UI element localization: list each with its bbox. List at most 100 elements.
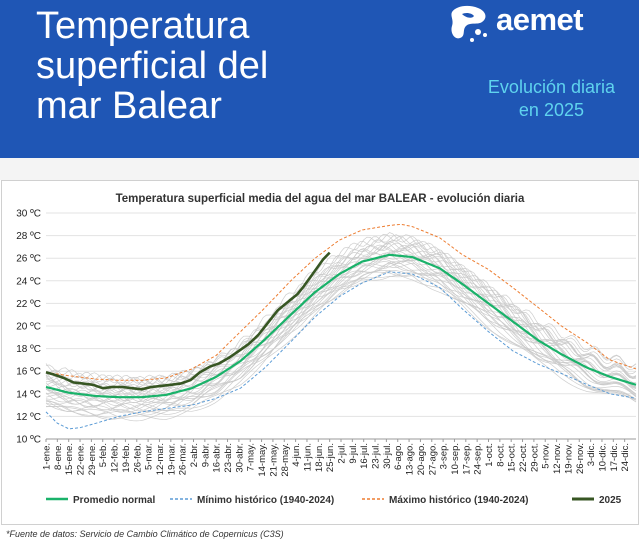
- historical-year-line: [45, 244, 636, 395]
- page-title: Temperatura superficial del mar Balear: [36, 6, 268, 126]
- x-tick-label: 23-jul.: [371, 443, 382, 469]
- x-tick-label: 22-oct.: [518, 443, 529, 472]
- x-tick-label: 16-jul.: [359, 443, 370, 469]
- historical-year-line: [45, 260, 637, 411]
- x-tick-label: 29-ene.: [87, 443, 98, 475]
- x-tick-label: 12-nov.: [552, 443, 563, 474]
- y-tick-label: 12 ºC: [16, 412, 41, 423]
- historical-year-line: [45, 239, 637, 391]
- historical-year-line: [45, 271, 637, 417]
- historical-year-line: [45, 232, 637, 385]
- y-tick-label: 18 ºC: [16, 344, 41, 355]
- title-line-3: mar Balear: [36, 85, 222, 127]
- y-tick-label: 30 ºC: [16, 209, 41, 220]
- historical-year-line: [45, 275, 637, 419]
- y-tick-label: 14 ºC: [16, 389, 41, 400]
- x-tick-label: 5-nov.: [541, 443, 552, 469]
- x-tick-label: 1-oct.: [484, 443, 495, 467]
- x-tick-label: 30-jul.: [382, 443, 393, 469]
- x-tick-label: 7-may.: [246, 443, 257, 471]
- x-tick-label: 19-feb.: [121, 443, 132, 473]
- y-tick-label: 10 ºC: [16, 435, 41, 446]
- x-tick-label: 1-ene.: [42, 443, 53, 470]
- historical-lines: [45, 232, 637, 422]
- historical-year-line: [45, 234, 637, 386]
- x-tick-label: 13-ago.: [405, 443, 416, 475]
- brand-name: aemet: [496, 2, 584, 37]
- x-tick-label: 17-sep.: [461, 443, 472, 475]
- chart-title: Temperatura superficial media del agua d…: [116, 193, 525, 205]
- legend: Promedio normal Mínimo histórico (1940-20…: [46, 495, 622, 506]
- header-banner: Temperatura superficial del mar Balear a…: [0, 0, 639, 158]
- x-axis: 1-ene. 8-ene. 15-ene. 22-ene. 29-ene. 5-feb. 1…: [42, 438, 636, 477]
- x-tick-label: 19-nov.: [563, 443, 574, 474]
- x-tick-label: 3-dic.: [586, 443, 597, 466]
- subtitle-line-1: Evolución diaria: [487, 77, 615, 97]
- y-tick-label: 26 ºC: [16, 254, 41, 265]
- x-tick-label: 23-abr.: [223, 443, 234, 473]
- title-line-2: superficial del: [36, 45, 269, 87]
- series-line-min-historico: [45, 271, 637, 430]
- x-tick-label: 2-abr.: [189, 443, 200, 467]
- x-tick-label: 16-abr.: [212, 443, 223, 473]
- aemet-logo-icon: [451, 5, 487, 42]
- historical-year-line: [45, 262, 637, 412]
- x-tick-label: 8-oct.: [495, 443, 506, 467]
- x-tick-label: 26-mar.: [178, 443, 189, 475]
- banner-divider: [0, 158, 639, 180]
- x-tick-label: 15-ene.: [64, 443, 75, 475]
- x-tick-label: 18-jun.: [314, 443, 325, 472]
- y-tick-label: 16 ºC: [16, 367, 41, 378]
- legend-label: Máximo histórico (1940-2024): [389, 495, 529, 506]
- x-tick-label: 10-sep.: [450, 443, 461, 475]
- series-line-normal: [45, 253, 637, 399]
- series-line-2025: [45, 251, 331, 391]
- title-line-1: Temperatura: [36, 5, 250, 47]
- legend-label: Promedio normal: [73, 495, 155, 506]
- aemet-logo: aemet: [448, 2, 633, 46]
- legend-label: 2025: [599, 495, 622, 506]
- historical-year-line: [45, 270, 637, 420]
- historical-year-line: [45, 236, 637, 387]
- x-tick-label: 30-abr.: [234, 443, 245, 473]
- x-tick-label: 12-feb.: [110, 443, 121, 473]
- series-lines: [45, 223, 637, 430]
- x-tick-label: 2-jul.: [337, 443, 348, 464]
- x-tick-label: 17-dic.: [609, 443, 620, 472]
- x-tick-label: 19-mar.: [166, 443, 177, 475]
- y-tick-label: 20 ºC: [16, 322, 41, 333]
- historical-year-line: [45, 251, 637, 402]
- y-tick-label: 22 ºC: [16, 299, 41, 310]
- subtitle: Evolución diaria en 2025: [488, 76, 615, 122]
- x-tick-label: 5-feb.: [98, 443, 109, 467]
- x-tick-label: 9-jul.: [348, 443, 359, 464]
- y-axis: 10 ºC 12 ºC 14 ºC 16 ºC 18 ºC 20 ºC 22 ºC 24 ºC…: [16, 209, 41, 446]
- x-tick-label: 24-sep.: [473, 443, 484, 475]
- x-tick-label: 24-dic.: [620, 443, 631, 472]
- x-tick-label: 5-mar.: [144, 443, 155, 470]
- historical-year-line: [45, 247, 637, 399]
- data-source-note: *Fuente de datos: Servicio de Cambio Cli…: [6, 529, 284, 539]
- x-tick-label: 26-feb.: [132, 443, 143, 473]
- series-line-max-historico: [45, 223, 637, 381]
- historical-year-line: [45, 261, 637, 412]
- y-tick-label: 24 ºC: [16, 276, 41, 287]
- x-tick-label: 8-ene.: [53, 443, 64, 470]
- x-tick-label: 27-ago.: [427, 443, 438, 475]
- gridlines: [46, 212, 636, 440]
- x-tick-label: 3-sep.: [439, 443, 450, 469]
- x-tick-label: 14-may.: [257, 443, 268, 477]
- x-tick-label: 6-ago.: [393, 443, 404, 470]
- x-tick-label: 28-may.: [280, 443, 291, 477]
- legend-label: Mínimo histórico (1940-2024): [197, 495, 334, 506]
- x-tick-label: 20-ago.: [416, 443, 427, 475]
- x-tick-label: 25-jun.: [325, 443, 336, 472]
- x-tick-label: 10-dic.: [597, 443, 608, 472]
- x-tick-label: 15-oct.: [507, 443, 518, 472]
- x-tick-label: 11-jun.: [302, 443, 313, 471]
- sst-chart: Temperatura superficial media del agua d…: [16, 193, 637, 506]
- x-tick-label: 21-may.: [268, 443, 279, 477]
- x-tick-label: 9-abr.: [200, 443, 211, 467]
- historical-year-line: [45, 253, 637, 404]
- historical-year-line: [45, 241, 637, 393]
